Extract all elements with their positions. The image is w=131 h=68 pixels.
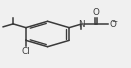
Text: −: − bbox=[111, 19, 118, 25]
Text: N: N bbox=[78, 20, 85, 29]
Text: O: O bbox=[93, 8, 100, 17]
Text: O: O bbox=[110, 20, 116, 29]
Text: Cl: Cl bbox=[22, 47, 30, 56]
